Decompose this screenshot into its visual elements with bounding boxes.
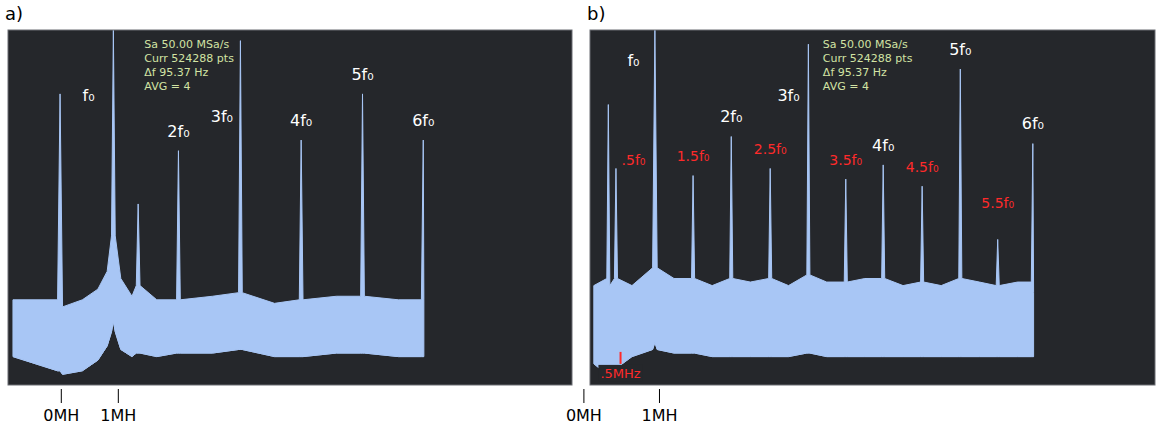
peak-label: 3f₀ (777, 86, 799, 105)
peak-label: 3f₀ (211, 107, 233, 126)
marker-label: 0MH (566, 406, 602, 425)
screen-info: AVG = 4 (144, 80, 190, 93)
marker-line (659, 389, 660, 403)
panel: Sa 50.00 MSa/sCurr 524288 ptsΔf 95.37 Hz… (566, 3, 1155, 425)
peak-label: 6f₀ (412, 111, 434, 130)
peak-label: f₀ (627, 51, 639, 70)
peak-label: .5f₀ (622, 152, 646, 168)
marker-line (118, 389, 119, 403)
marker-label: 1MH (100, 406, 136, 425)
marker-label: 1MH (641, 406, 677, 425)
plot-frame (590, 30, 1155, 385)
panel: Sa 50.00 MSa/sCurr 524288 ptsΔf 95.37 Hz… (5, 3, 572, 425)
peak-label: 5f₀ (949, 40, 971, 59)
marker-line (583, 389, 584, 403)
spectrum-area (13, 30, 424, 374)
peak-label: 5.5f₀ (981, 195, 1014, 211)
marker-line (61, 389, 62, 403)
screen-info: Curr 524288 pts (823, 52, 913, 65)
marker-label: 0MH (43, 406, 79, 425)
spectrum-floor (594, 342, 1034, 374)
spectrum-area (594, 30, 1034, 374)
texts: Sa 50.00 MSa/sCurr 524288 ptsΔf 95.37 Hz… (566, 3, 1044, 425)
screen-info: Sa 50.00 MSa/s (823, 38, 908, 51)
peak-label: 2.5f₀ (754, 141, 787, 157)
panel-label: a) (5, 3, 23, 24)
peak-label: f₀ (83, 86, 95, 105)
plot-frame (8, 30, 572, 385)
peak-label: 3.5f₀ (829, 152, 862, 168)
peak-label: 2f₀ (167, 122, 189, 141)
peak-label: 5f₀ (351, 65, 373, 84)
screen-info: AVG = 4 (823, 80, 869, 93)
peak-label: 4f₀ (872, 136, 894, 155)
screen-info: Δf 95.37 Hz (823, 66, 887, 79)
peak-label: 6f₀ (1022, 114, 1044, 133)
plot-background (8, 30, 572, 385)
screen-info: Δf 95.37 Hz (144, 66, 208, 79)
peak-label: 4.5f₀ (906, 159, 939, 175)
texts: Sa 50.00 MSa/sCurr 524288 ptsΔf 95.37 Hz… (5, 3, 434, 425)
note-line (620, 352, 622, 364)
screen-info: Sa 50.00 MSa/s (144, 38, 229, 51)
note-label: .5MHz (600, 366, 640, 381)
plot-area (13, 30, 424, 374)
plot-background (590, 30, 1155, 385)
peak-label: 2f₀ (720, 107, 742, 126)
peak-label: 1.5f₀ (677, 148, 710, 164)
plot-area (594, 30, 1034, 374)
note-patch (598, 365, 642, 382)
panel-label: b) (587, 3, 605, 24)
peak-label: 4f₀ (290, 111, 312, 130)
spectrum-floor (13, 321, 424, 374)
screen-info: Curr 524288 pts (144, 52, 234, 65)
